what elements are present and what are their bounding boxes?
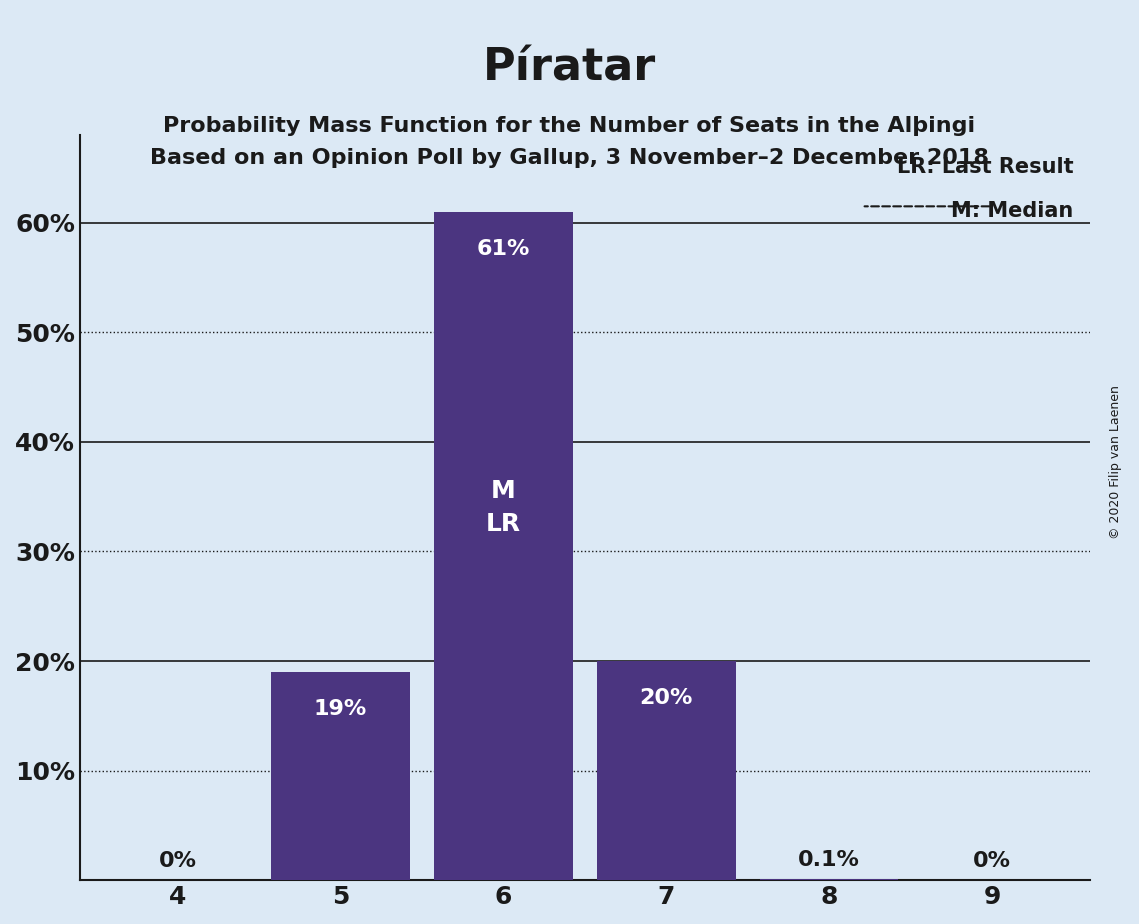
Text: 0%: 0% — [973, 851, 1011, 871]
Text: Based on an Opinion Poll by Gallup, 3 November–2 December 2018: Based on an Opinion Poll by Gallup, 3 No… — [150, 148, 989, 168]
Text: Probability Mass Function for the Number of Seats in the Alþingi: Probability Mass Function for the Number… — [163, 116, 976, 136]
Text: M
LR: M LR — [486, 479, 521, 536]
Text: © 2020 Filip van Laenen: © 2020 Filip van Laenen — [1109, 385, 1122, 539]
Text: M: Median: M: Median — [951, 201, 1074, 221]
Bar — [271, 672, 410, 881]
Text: 0.1%: 0.1% — [798, 850, 860, 870]
Text: Píratar: Píratar — [483, 46, 656, 90]
Text: LR: Last Result: LR: Last Result — [896, 157, 1074, 177]
Bar — [434, 212, 573, 881]
Text: 0%: 0% — [158, 851, 197, 871]
Bar — [760, 879, 899, 881]
Text: 19%: 19% — [314, 699, 367, 720]
Bar — [597, 661, 736, 881]
Text: 61%: 61% — [477, 239, 530, 260]
Text: 20%: 20% — [640, 688, 693, 709]
